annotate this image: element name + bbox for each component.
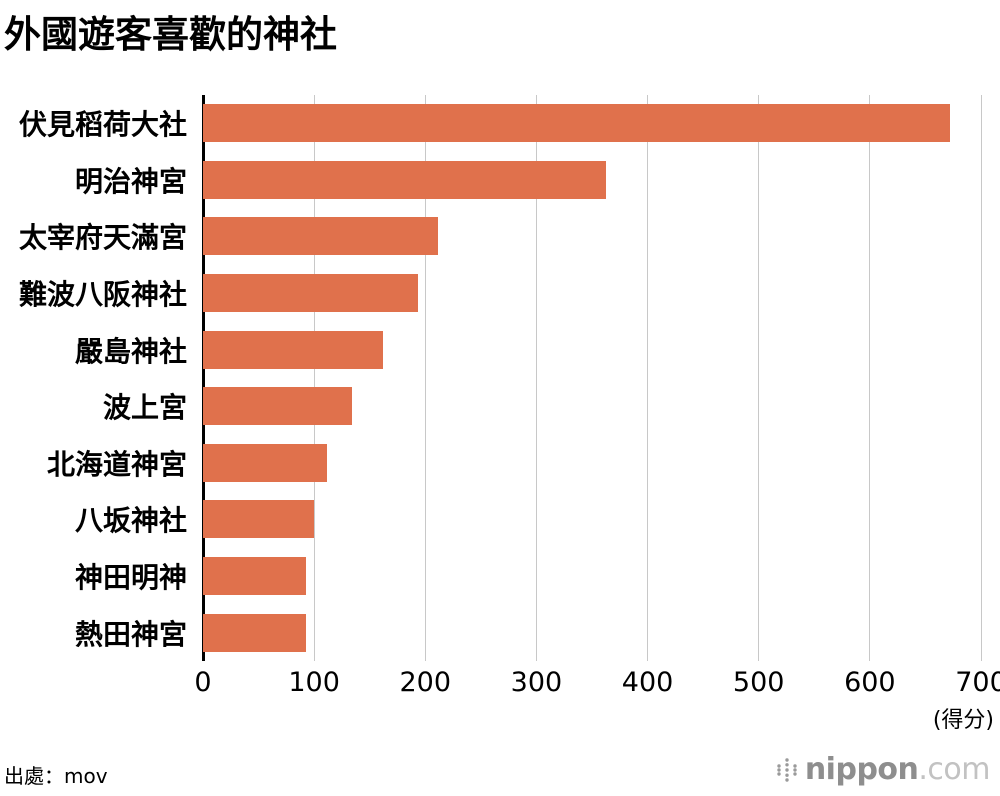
category-label: 北海道神宮	[46, 447, 187, 481]
bar-chart: 伏見稻荷大社明治神宮太宰府天滿宮 難波八阪神社嚴島神社波上宮北海道神宮八坂神社神田…	[0, 95, 1000, 705]
x-tick-label: 400	[621, 667, 674, 698]
bar	[203, 104, 950, 143]
bar	[203, 330, 384, 369]
gridline	[647, 95, 649, 661]
bar-track	[203, 217, 981, 256]
bar	[203, 443, 328, 482]
bar-track	[203, 330, 981, 369]
gridline	[424, 95, 426, 661]
chart-row: 熱田神宮	[0, 604, 981, 661]
chart-row: 波上宮	[0, 378, 981, 435]
bar-track	[203, 274, 981, 313]
x-tick-label: 200	[399, 667, 452, 698]
category-label: 嚴島神社	[74, 334, 187, 368]
category-label: 八坂神社	[74, 504, 187, 538]
gridline	[758, 95, 760, 661]
category-label: 神田明神	[74, 561, 187, 595]
bar-track	[203, 500, 981, 539]
chart-row: 太宰府天滿宮	[0, 208, 981, 265]
chart-row: 神田明神	[0, 548, 981, 605]
bar	[203, 160, 607, 199]
category-label: 熱田神宮	[74, 617, 187, 651]
nippon-logo-icon	[777, 757, 797, 782]
bar-track	[203, 557, 981, 596]
x-tick-label: 600	[844, 667, 896, 698]
chart-row: 北海道神宮	[0, 435, 981, 492]
source-label: 出處：mov	[4, 764, 108, 788]
bar-track	[203, 613, 981, 652]
x-tick-label: 100	[288, 667, 340, 698]
category-label: 難波八阪神社	[18, 278, 187, 312]
nippon-logo-tld: .com	[918, 752, 990, 787]
gridline	[535, 95, 537, 661]
bar-track	[203, 160, 981, 199]
x-tick-label: 300	[510, 667, 563, 698]
gridline	[313, 95, 315, 661]
x-tick-label: 500	[732, 667, 785, 698]
chart-row: 伏見稻荷大社	[0, 95, 981, 152]
x-tick-label: 0	[194, 667, 212, 698]
category-label: 波上宮	[102, 391, 187, 425]
bar	[203, 500, 315, 539]
nippon-logo: nippon .com	[776, 752, 990, 787]
category-label: 太宰府天滿宮	[18, 221, 187, 255]
chart-title: 外國遊客喜歡的神社	[4, 13, 337, 56]
nippon-logo-name: nippon	[804, 752, 919, 787]
x-tick-label: 700	[955, 667, 1000, 698]
gridline	[980, 95, 982, 661]
bar-track	[203, 104, 981, 143]
chart-row: 嚴島神社	[0, 321, 981, 378]
category-label: 明治神宮	[74, 164, 187, 198]
category-label: 伏見稻荷大社	[18, 108, 187, 142]
chart-row: 明治神宮	[0, 152, 981, 209]
bar-track	[203, 443, 981, 482]
bar	[203, 557, 307, 596]
bar	[203, 387, 352, 426]
gridlines	[201, 95, 982, 661]
chart-rows: 伏見稻荷大社明治神宮太宰府天滿宮 難波八阪神社嚴島神社波上宮北海道神宮八坂神社神田…	[0, 95, 981, 661]
bar	[203, 217, 438, 256]
bar-track	[203, 387, 981, 426]
chart-row: 八坂神社	[0, 491, 981, 548]
x-axis-unit-label: (得分)	[932, 708, 994, 733]
bar	[203, 274, 418, 313]
bar	[203, 613, 307, 652]
y-axis-line	[201, 95, 205, 661]
x-axis: 0 100 200 300 400 500 600 700	[194, 667, 1000, 703]
gridline	[869, 95, 871, 661]
chart-row: 難波八阪神社	[0, 265, 981, 322]
